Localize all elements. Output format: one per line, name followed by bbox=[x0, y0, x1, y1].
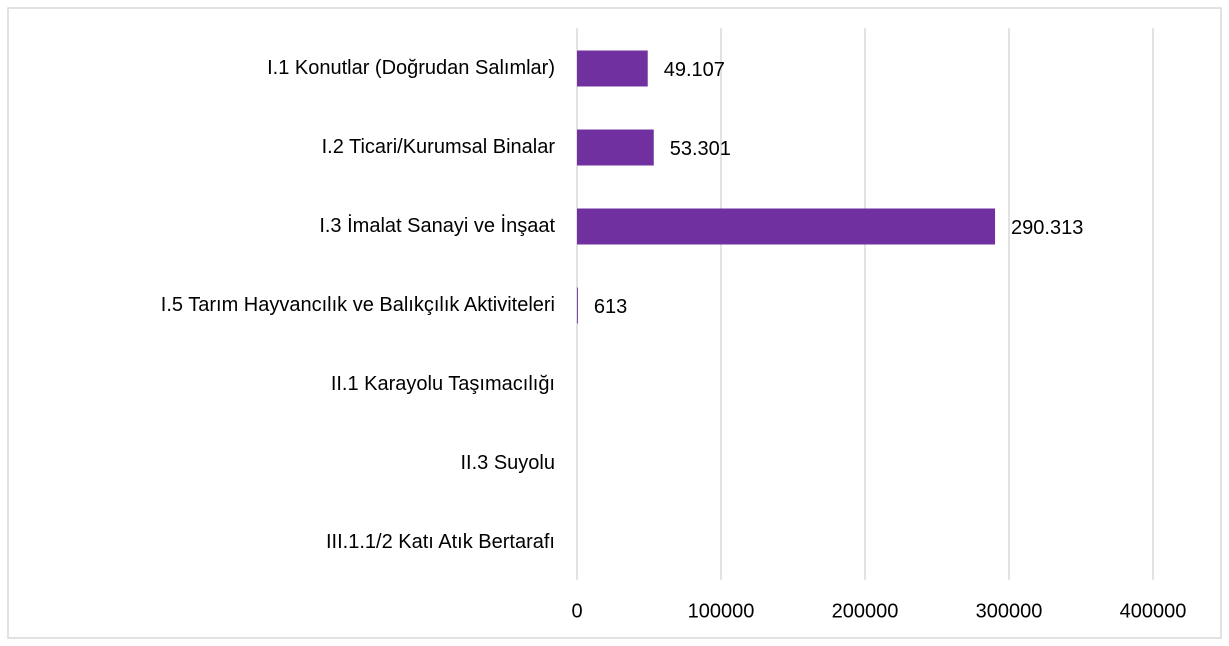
y-tick-label: I.2 Ticari/Kurumsal Binalar bbox=[322, 136, 556, 158]
data-label: 49.107 bbox=[664, 59, 725, 81]
y-tick-label: I.3 İmalat Sanayi ve İnşaat bbox=[319, 214, 555, 237]
chart-border bbox=[7, 7, 1222, 639]
y-tick-label: I.1 Konutlar (Doğrudan Salımlar) bbox=[267, 57, 555, 79]
y-tick-label: I.5 Tarım Hayvancılık ve Balıkçılık Akti… bbox=[161, 294, 555, 316]
data-label: 290.313 bbox=[1011, 217, 1083, 239]
y-tick-label: III.1.1/2 Katı Atık Bertarafı bbox=[326, 531, 555, 553]
x-tick-label: 200000 bbox=[832, 600, 899, 622]
y-tick-label: II.1 Karayolu Taşımacılığı bbox=[331, 373, 555, 395]
data-label: 613 bbox=[594, 296, 627, 318]
x-tick-label: 400000 bbox=[1120, 600, 1187, 622]
bar bbox=[577, 129, 654, 166]
x-tick-label: 0 bbox=[571, 600, 582, 622]
data-label: 53.301 bbox=[670, 138, 731, 160]
bar bbox=[577, 287, 578, 324]
bar bbox=[577, 50, 648, 87]
bar bbox=[577, 208, 996, 245]
x-tick-label: 100000 bbox=[688, 600, 755, 622]
y-tick-label: II.3 Suyolu bbox=[460, 452, 555, 474]
x-tick-label: 300000 bbox=[976, 600, 1043, 622]
